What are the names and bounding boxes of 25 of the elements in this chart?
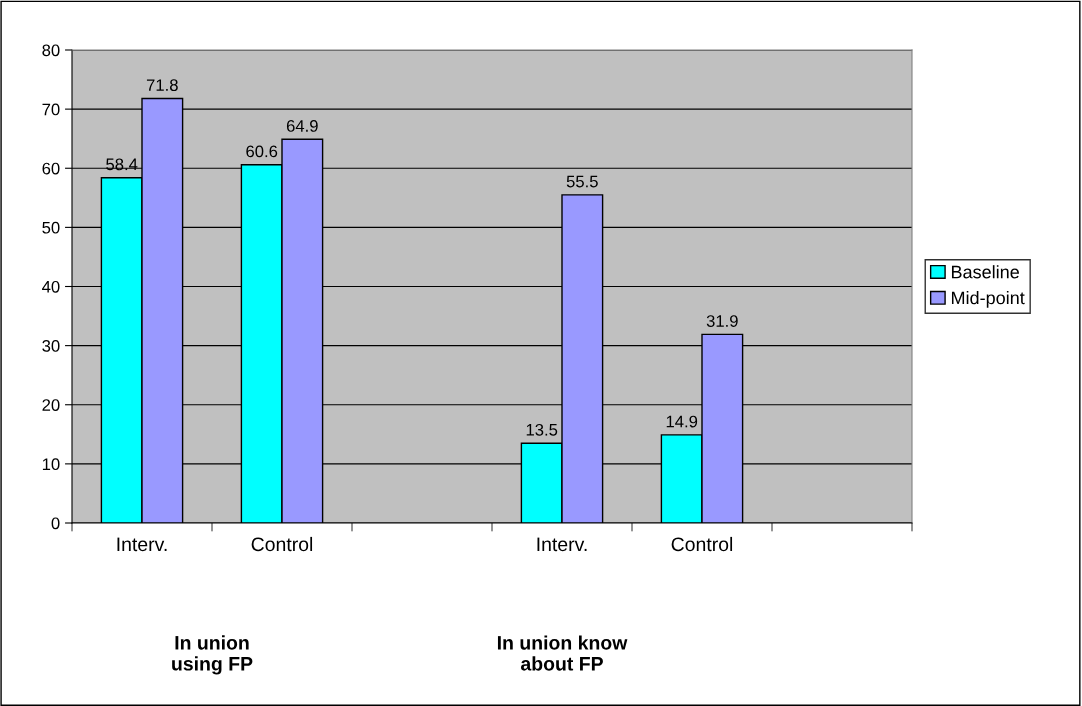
y-tick-label: 40	[42, 280, 60, 293]
data-label: 31.9	[706, 315, 738, 327]
y-tick-label: 10	[42, 458, 60, 471]
y-tick-label: 60	[42, 162, 60, 175]
y-tick-label: 0	[51, 517, 60, 530]
data-label: 71.8	[146, 79, 178, 92]
data-label: 58.4	[106, 158, 138, 171]
y-tick-label: 20	[42, 399, 60, 411]
x-tick-label: Control	[671, 536, 733, 552]
text: In union know about FP	[497, 635, 628, 671]
data-label: 13.5	[526, 423, 558, 436]
y-tick-label: 70	[42, 103, 60, 116]
x-tick-label: Control	[251, 536, 313, 552]
y-tick-label: 50	[42, 221, 60, 234]
data-label: 64.9	[286, 120, 318, 132]
x-tick-label: Interv.	[537, 537, 587, 552]
y-tick-label: 30	[42, 340, 60, 352]
data-label: 55.5	[566, 175, 598, 188]
y-tick-label: 80	[42, 44, 60, 57]
legend-label: Mid-point	[951, 291, 1025, 308]
data-label: 14.9	[666, 415, 698, 428]
data-label: 60.6	[246, 145, 278, 158]
x-tick-label: Interv.	[117, 537, 167, 552]
text: In union using FP	[172, 635, 253, 675]
legend-label: Baseline	[951, 265, 1019, 279]
